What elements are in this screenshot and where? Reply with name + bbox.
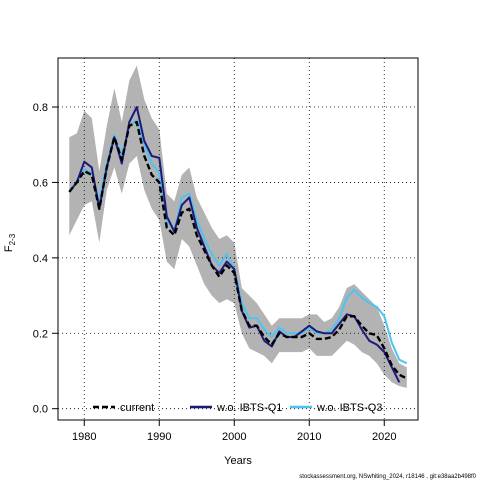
x-tick-label: 2010 [297,431,321,443]
x-tick-label: 1990 [147,431,171,443]
y-tick-label: 0.4 [33,253,48,265]
legend-label-3: w.o. IBTS-Q3 [316,402,382,414]
confidence-band [69,65,407,388]
confidence-band-layer [69,65,407,388]
y-tick-label: 0.0 [33,404,48,416]
x-tick-label: 2000 [222,431,246,443]
series-line-current [68,120,408,380]
footer-credit: stockassessment.org, NSwhiting_2024, r18… [299,474,476,480]
y-tick-label: 0.8 [33,102,48,114]
x-tick-label: 1980 [72,431,96,443]
legend-label-1: current [120,402,154,414]
y-axis-title: F2-3 [3,233,17,252]
x-tick-label: 2020 [372,431,396,443]
legend-label-2: w.o. IBTS-Q1 [216,402,282,414]
y-axis-title-main: F [3,245,15,252]
y-axis-title-subscript: 2-3 [8,233,17,245]
y-tick-label: 0.2 [33,328,48,340]
x-axis-title: Years [224,455,252,467]
grid-layer [58,58,418,420]
series-layer [68,106,408,383]
axis-layer: 1980 1990 2000 2010 2020 0.0 0.2 0.4 0.6 0.8 [33,102,397,443]
legend: current w.o. IBTS-Q1 w.o. IBTS-Q3 [93,402,382,414]
y-tick-label: 0.6 [33,177,48,189]
plot-frame [57,57,419,421]
